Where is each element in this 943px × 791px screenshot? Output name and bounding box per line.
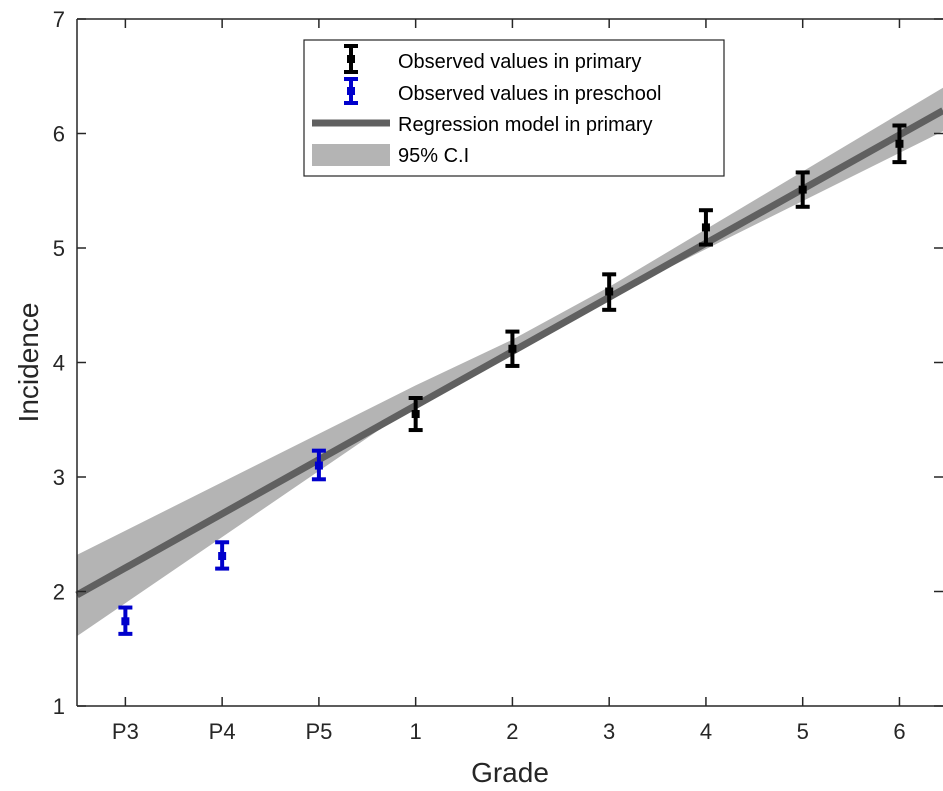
legend: Observed values in primary Observed valu… <box>303 39 725 177</box>
errorbar-primary-5 <box>892 123 907 165</box>
data-point <box>218 552 227 561</box>
legend-label-preschool: Observed values in preschool <box>398 83 661 105</box>
errorbar-primary-3 <box>698 208 713 247</box>
x-axis-label: Grade <box>471 757 549 788</box>
legend-entry-preschool: Observed values in preschool <box>344 77 661 105</box>
regression-line-layer <box>75 107 943 598</box>
data-point <box>508 344 517 353</box>
x-tick-label: 6 <box>893 719 905 744</box>
data-point <box>701 223 710 232</box>
x-tick-label: 2 <box>506 719 518 744</box>
data-point <box>605 287 614 296</box>
y-tick-label: 4 <box>53 351 65 376</box>
legend-preschool-marker <box>347 87 355 95</box>
y-tick-label: 2 <box>53 580 65 605</box>
errorbar-preschool-1 <box>215 540 230 571</box>
y-tick-label: 3 <box>53 465 65 490</box>
data-point <box>411 410 420 419</box>
x-tick-label: P4 <box>209 719 236 744</box>
data-point <box>798 185 807 194</box>
x-tick-label: 5 <box>797 719 809 744</box>
legend-entry-primary: Observed values in primary <box>344 44 641 74</box>
legend-entry-regression: Regression model in primary <box>312 114 653 136</box>
y-tick-label: 7 <box>53 7 65 32</box>
x-tick-label: 3 <box>603 719 615 744</box>
legend-label-ci: 95% C.I <box>398 145 469 167</box>
errorbar-layer <box>118 123 907 636</box>
legend-ci-swatch <box>312 144 390 166</box>
legend-entry-ci: 95% C.I <box>312 144 469 167</box>
y-tick-label: 5 <box>53 236 65 261</box>
regression-line <box>75 107 943 598</box>
y-tick-label: 6 <box>53 122 65 147</box>
errorbar-primary-0 <box>408 395 423 433</box>
x-tick-label: 1 <box>410 719 422 744</box>
y-tick-label: 1 <box>53 694 65 719</box>
x-tick-label: 4 <box>700 719 712 744</box>
legend-label-primary: Observed values in primary <box>398 51 641 73</box>
data-point <box>895 139 904 148</box>
errorbar-primary-2 <box>602 272 617 312</box>
axes-layer: 1 2 3 4 5 6 7 P3 P4 P5 1 2 3 4 5 6 Grade Incidence <box>13 7 943 788</box>
ci-band-layer <box>77 87 943 637</box>
errorbar-preschool-2 <box>311 448 326 482</box>
legend-label-regression: Regression model in primary <box>398 114 653 136</box>
legend-primary-marker <box>347 55 355 63</box>
data-point <box>121 617 130 626</box>
errorbar-primary-1 <box>505 329 520 368</box>
errorbar-preschool-0 <box>118 605 133 636</box>
x-tick-label: P5 <box>305 719 332 744</box>
data-point <box>314 461 323 470</box>
ci-band <box>77 87 943 637</box>
y-axis-label: Incidence <box>13 303 44 423</box>
errorbar-primary-4 <box>795 170 810 209</box>
x-tick-label: P3 <box>112 719 139 744</box>
